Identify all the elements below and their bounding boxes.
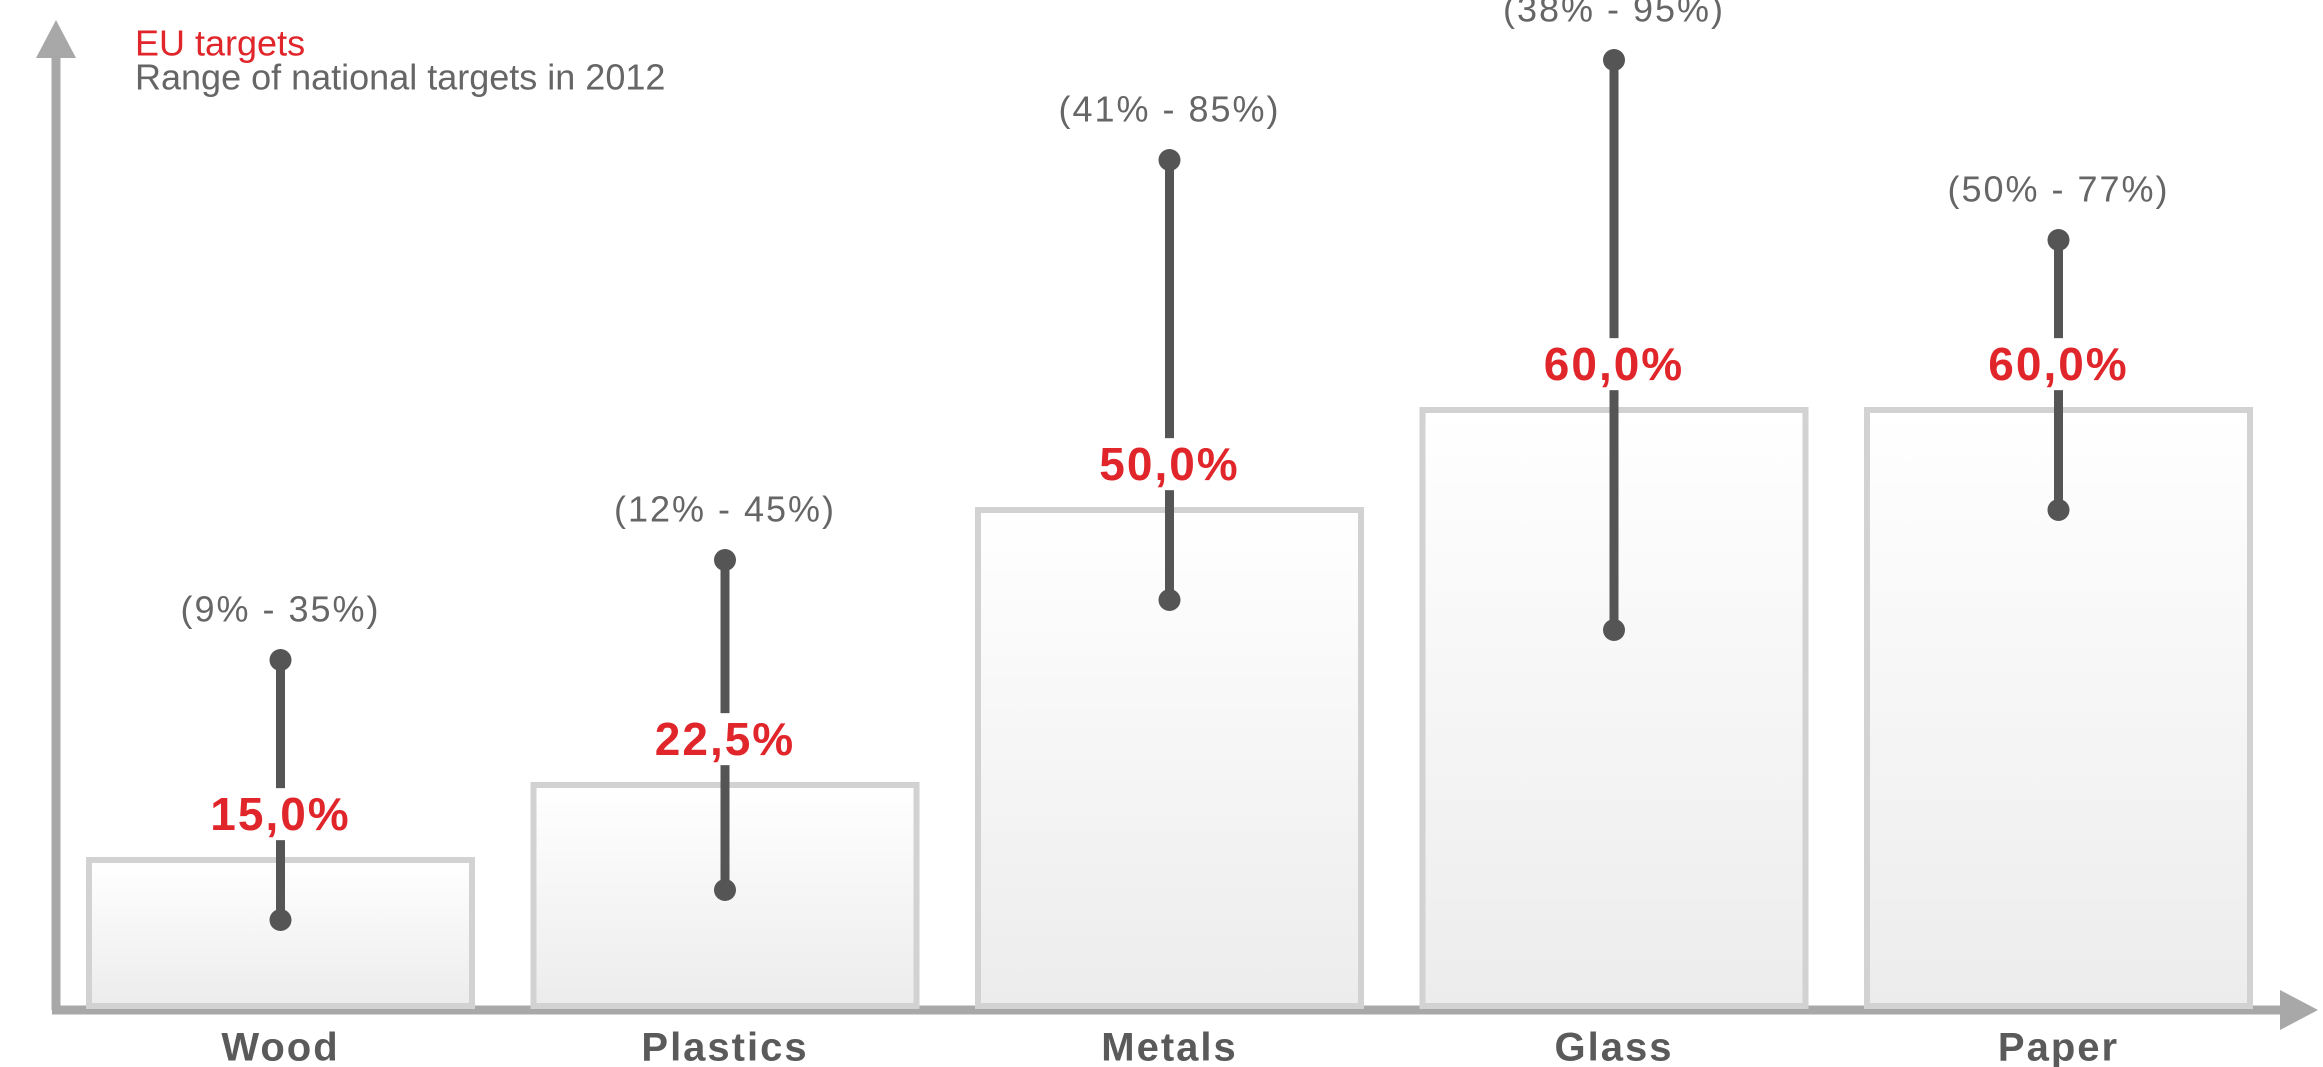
eu-label-bg (202, 788, 359, 841)
eu-label-bg (646, 713, 804, 766)
y-axis-arrow (36, 20, 76, 58)
x-axis-arrow (2280, 990, 2318, 1030)
x-tick-label: Wood (221, 1026, 339, 1067)
range-label: (41% - 85%) (1058, 89, 1280, 130)
range-low (714, 879, 736, 901)
eu-label: 50,0% (1099, 438, 1239, 490)
legend-range: Range of national targets in 2012 (135, 57, 665, 98)
range-high (1158, 149, 1181, 171)
range-label: (50% - 77%) (1947, 169, 2169, 210)
eu-label-bg (1535, 338, 1693, 391)
range-low (1158, 589, 1181, 611)
range-high (2047, 229, 2070, 251)
x-tick-label: Metals (1101, 1026, 1238, 1067)
range-high (1603, 49, 1625, 71)
eu-label-bg (1980, 338, 2137, 391)
x-tick-label: Glass (1555, 1026, 1674, 1067)
range-high (269, 649, 292, 671)
eu-label: 60,0% (1544, 338, 1684, 390)
x-tick-label: Paper (1998, 1026, 2119, 1067)
legend-eu: EU targets (135, 23, 305, 64)
eu-label-bg (1091, 438, 1248, 491)
x-tick-label: Plastics (641, 1026, 808, 1067)
eu-label: 60,0% (1988, 338, 2128, 390)
range-low (269, 909, 292, 931)
range-label: (9% - 35%) (180, 589, 380, 630)
range-high (714, 549, 736, 571)
eu-label: 22,5% (655, 713, 795, 765)
range-label: (12% - 45%) (614, 489, 836, 530)
range-low (1603, 619, 1625, 641)
eu-label: 15,0% (210, 788, 350, 840)
range-low (2047, 499, 2070, 521)
axes (36, 20, 2318, 1030)
range-label: (38% - 95%) (1503, 0, 1725, 30)
